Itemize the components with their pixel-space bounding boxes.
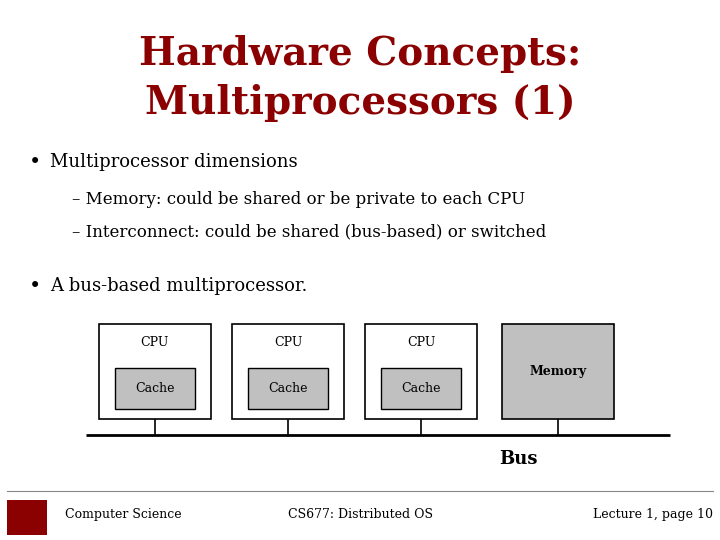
Text: Lecture 1, page 10: Lecture 1, page 10 <box>593 508 713 521</box>
Bar <box>248 368 328 409</box>
Text: Cache: Cache <box>135 382 174 395</box>
Text: Cache: Cache <box>402 382 441 395</box>
Bar <box>365 324 477 418</box>
Text: CPU: CPU <box>140 336 169 349</box>
Text: CPU: CPU <box>274 336 302 349</box>
Text: – Memory: could be shared or be private to each CPU: – Memory: could be shared or be private … <box>72 191 525 208</box>
Bar <box>99 324 210 418</box>
Text: A bus-based multiprocessor.: A bus-based multiprocessor. <box>50 277 307 295</box>
Text: Multiprocessor dimensions: Multiprocessor dimensions <box>50 153 298 171</box>
Bar <box>381 368 462 409</box>
Bar <box>114 368 195 409</box>
Text: Memory: Memory <box>529 364 587 378</box>
Text: Cache: Cache <box>269 382 307 395</box>
Text: – Interconnect: could be shared (bus-based) or switched: – Interconnect: could be shared (bus-bas… <box>72 224 546 241</box>
Text: Computer Science: Computer Science <box>65 508 181 521</box>
Text: CS677: Distributed OS: CS677: Distributed OS <box>287 508 433 521</box>
Bar <box>503 324 613 418</box>
Text: •: • <box>29 276 41 296</box>
Text: Multiprocessors (1): Multiprocessors (1) <box>145 84 575 122</box>
Text: Hardware Concepts:: Hardware Concepts: <box>139 35 581 73</box>
Bar <box>7 500 47 535</box>
Text: CPU: CPU <box>407 336 436 349</box>
Text: Bus: Bus <box>499 450 538 468</box>
Bar <box>232 324 344 418</box>
Text: •: • <box>29 152 41 172</box>
